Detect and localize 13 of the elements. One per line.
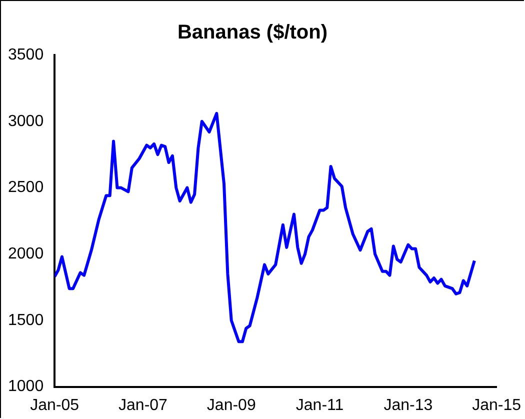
y-tick-label: 1500 xyxy=(8,312,44,329)
x-tick-label: Jan-07 xyxy=(118,396,168,414)
y-tick-label: 3500 xyxy=(8,46,44,64)
x-tick-label: Jan-15 xyxy=(472,396,522,414)
x-tick-label: Jan-11 xyxy=(296,396,344,414)
x-tick-label: Jan-13 xyxy=(384,396,433,414)
chart-title: Bananas ($/ton) xyxy=(177,22,328,44)
y-tick-label: 2000 xyxy=(8,245,44,262)
x-tick-label: Jan-05 xyxy=(30,396,80,414)
y-tick-label: 3000 xyxy=(8,112,44,130)
y-tick-label: 2500 xyxy=(8,179,44,196)
x-tick-label: Jan-09 xyxy=(206,396,256,414)
y-tick-label: 1000 xyxy=(8,378,44,396)
